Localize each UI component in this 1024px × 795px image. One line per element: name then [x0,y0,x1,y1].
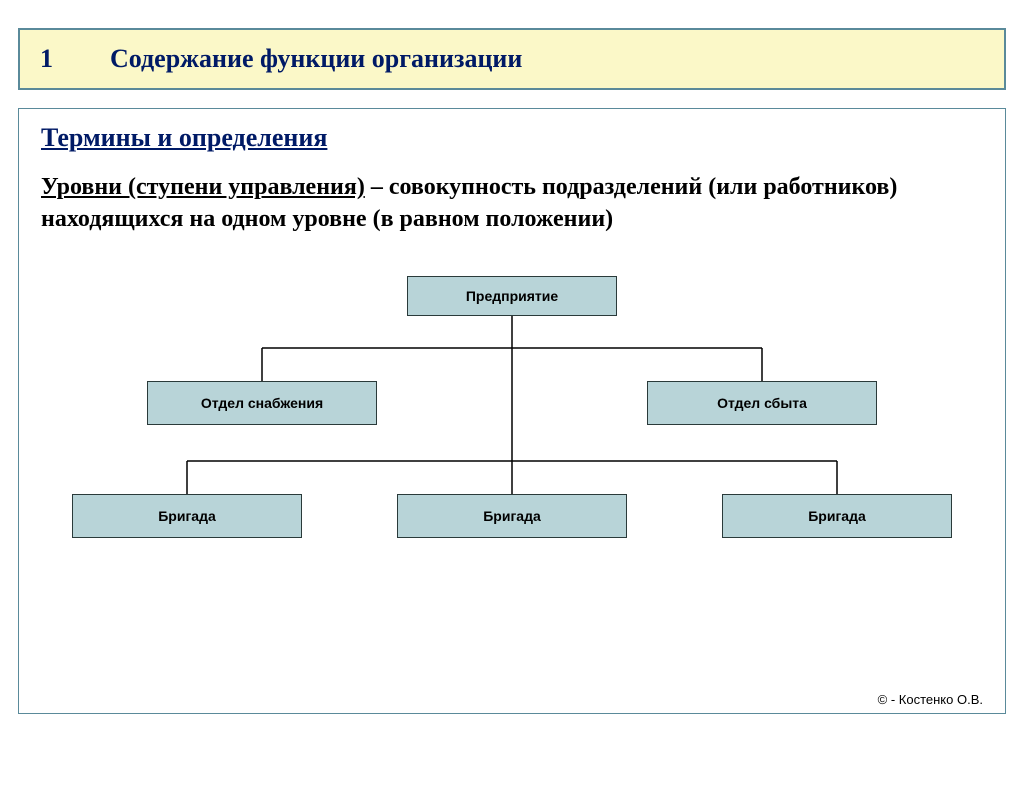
subtitle: Термины и определения [41,123,983,153]
org-node-root: Предприятие [407,276,617,316]
content-panel: Термины и определения Уровни (ступени уп… [18,108,1006,714]
org-node-brig1: Бригада [72,494,302,538]
title-bar: 1 Содержание функции организации [18,28,1006,90]
definition-term: Уровни (ступени управления) [41,174,365,200]
org-node-dep1: Отдел снабжения [147,381,377,425]
org-node-brig2: Бригада [397,494,627,538]
org-chart: Предприятие Отдел снабжения Отдел сбыта Бри… [52,276,972,566]
page-title: Содержание функции организации [110,44,522,74]
definition-text: Уровни (ступени управления) – совокупнос… [41,171,983,236]
org-node-brig3: Бригада [722,494,952,538]
copyright: © - Костенко О.В. [878,692,983,707]
section-number: 1 [40,44,110,74]
org-node-dep2: Отдел сбыта [647,381,877,425]
